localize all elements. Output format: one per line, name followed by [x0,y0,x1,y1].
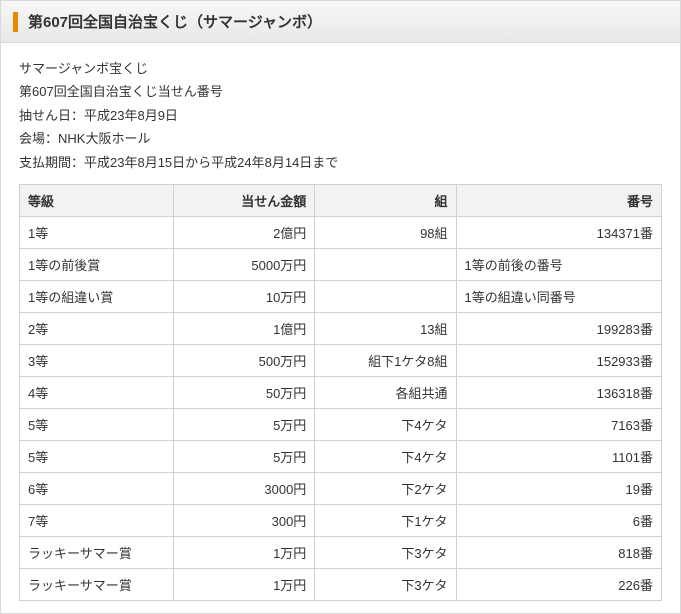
cell-kumi: 下1ケタ [315,504,456,536]
cell-kumi: 各組共通 [315,376,456,408]
cell-amount: 1億円 [174,312,315,344]
cell-kumi: 下3ケタ [315,536,456,568]
cell-kumi: 13組 [315,312,456,344]
table-wrap: 等級 当せん金額 組 番号 1等2億円98組134371番1等の前後賞5000万… [1,184,680,601]
col-amount-header: 当せん金額 [174,184,315,216]
info-line-1: サマージャンボ宝くじ [19,57,662,80]
col-num-header: 番号 [456,184,661,216]
table-row: ラッキーサマー賞1万円下3ケタ226番 [20,568,662,600]
col-kumi-header: 組 [315,184,456,216]
cell-num: 134371番 [456,216,661,248]
cell-amount: 300円 [174,504,315,536]
cell-amount: 3000円 [174,472,315,504]
cell-grade: 1等の前後賞 [20,248,174,280]
cell-grade: 7等 [20,504,174,536]
cell-grade: ラッキーサマー賞 [20,536,174,568]
cell-num: 199283番 [456,312,661,344]
info-line-2: 第607回全国自治宝くじ当せん番号 [19,80,662,103]
cell-num: 6番 [456,504,661,536]
table-row: 1等の組違い賞10万円 1等の組違い同番号 [20,280,662,312]
cell-amount: 1万円 [174,536,315,568]
table-row: 2等1億円13組199283番 [20,312,662,344]
cell-kumi: 下2ケタ [315,472,456,504]
cell-num: 136318番 [456,376,661,408]
results-table: 等級 当せん金額 組 番号 1等2億円98組134371番1等の前後賞5000万… [19,184,662,601]
cell-amount: 5万円 [174,408,315,440]
col-grade-header: 等級 [20,184,174,216]
table-row: 1等の前後賞5000万円 1等の前後の番号 [20,248,662,280]
info-block: サマージャンボ宝くじ 第607回全国自治宝くじ当せん番号 抽せん日：平成23年8… [1,43,680,184]
cell-num: 226番 [456,568,661,600]
cell-num: 818番 [456,536,661,568]
table-row: 6等3000円下2ケタ19番 [20,472,662,504]
table-row: 7等300円下1ケタ6番 [20,504,662,536]
title-bar: 第607回全国自治宝くじ（サマージャンボ） [1,1,680,43]
cell-kumi: 組下1ケタ8組 [315,344,456,376]
cell-kumi: 下3ケタ [315,568,456,600]
cell-grade: 1等の組違い賞 [20,280,174,312]
cell-amount: 500万円 [174,344,315,376]
cell-kumi: 98組 [315,216,456,248]
cell-grade: 4等 [20,376,174,408]
cell-amount: 50万円 [174,376,315,408]
cell-num: 152933番 [456,344,661,376]
table-row: 5等5万円下4ケタ1101番 [20,440,662,472]
cell-num: 1101番 [456,440,661,472]
cell-grade: 5等 [20,440,174,472]
cell-amount: 5000万円 [174,248,315,280]
table-body: 1等2億円98組134371番1等の前後賞5000万円1等の前後の番号1等の組違… [20,216,662,600]
cell-num: 7163番 [456,408,661,440]
page-title: 第607回全国自治宝くじ（サマージャンボ） [28,11,322,32]
cell-kumi [315,280,456,312]
cell-num: 1等の前後の番号 [456,248,661,280]
cell-grade: 3等 [20,344,174,376]
cell-kumi [315,248,456,280]
lottery-panel: 第607回全国自治宝くじ（サマージャンボ） サマージャンボ宝くじ 第607回全国… [0,0,681,614]
table-row: 1等2億円98組134371番 [20,216,662,248]
cell-num: 19番 [456,472,661,504]
cell-amount: 1万円 [174,568,315,600]
cell-amount: 2億円 [174,216,315,248]
cell-grade: 1等 [20,216,174,248]
cell-kumi: 下4ケタ [315,440,456,472]
cell-grade: ラッキーサマー賞 [20,568,174,600]
cell-grade: 5等 [20,408,174,440]
info-line-5: 支払期間：平成23年8月15日から平成24年8月14日まで [19,151,662,174]
table-row: 3等500万円組下1ケタ8組152933番 [20,344,662,376]
accent-bar [13,12,18,32]
cell-grade: 2等 [20,312,174,344]
cell-num: 1等の組違い同番号 [456,280,661,312]
cell-grade: 6等 [20,472,174,504]
table-row: 4等50万円各組共通136318番 [20,376,662,408]
table-row: ラッキーサマー賞1万円下3ケタ818番 [20,536,662,568]
cell-kumi: 下4ケタ [315,408,456,440]
table-row: 5等5万円下4ケタ7163番 [20,408,662,440]
cell-amount: 10万円 [174,280,315,312]
cell-amount: 5万円 [174,440,315,472]
table-header-row: 等級 当せん金額 組 番号 [20,184,662,216]
info-line-4: 会場：NHK大阪ホール [19,127,662,150]
info-line-3: 抽せん日：平成23年8月9日 [19,104,662,127]
